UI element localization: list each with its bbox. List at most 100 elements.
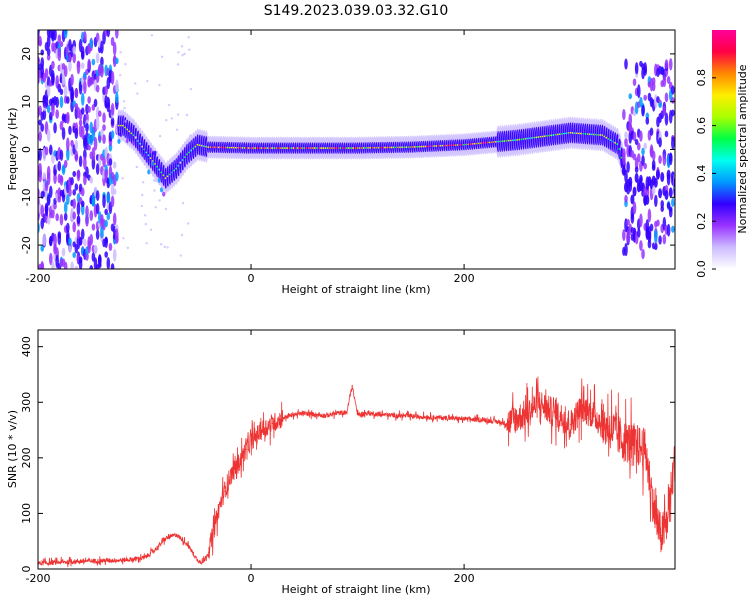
- spectrogram-cell: [76, 60, 81, 69]
- spectrogram-cell: [176, 113, 180, 116]
- snr-data-point: [229, 476, 231, 478]
- spectrogram-cell: [110, 130, 115, 140]
- spectrogram-cell: [40, 262, 45, 269]
- spectrogram-cell: [641, 155, 645, 167]
- spectrogram-cell: [126, 117, 129, 121]
- spectrogram-cell: [624, 131, 628, 139]
- spectrogram-x-ticks: -200 0 200: [26, 30, 475, 285]
- spectrogram-cell: [108, 158, 113, 167]
- spectrogram-cell: [46, 35, 51, 49]
- figure-title: S149.2023.039.03.32.G10: [264, 3, 449, 19]
- colorbar-tick-label: 0.4: [695, 165, 708, 183]
- spectrogram-cell: [140, 204, 143, 208]
- snr-data-point: [175, 533, 178, 536]
- snr-data-point: [649, 485, 652, 487]
- spectrogram-cell: [72, 221, 77, 233]
- colorbar-ticks: 0.0 0.2 0.4 0.6 0.8: [695, 69, 716, 278]
- spectrogram-cell: [123, 106, 126, 110]
- spectrogram-cell: [622, 229, 626, 242]
- spectrogram-cell: [632, 201, 637, 215]
- spectrogram-cell: [95, 106, 100, 120]
- snr-x-ticks: -200 0 200: [26, 330, 475, 585]
- snr-x-label: Height of straight line (km): [281, 583, 430, 596]
- spectrogram-cell: [662, 153, 667, 166]
- spectrogram-cell: [146, 79, 149, 83]
- spectrogram-cell: [100, 65, 104, 74]
- spectrogram-cell: [93, 136, 98, 151]
- snr-y-ticks: 0 100 200 300 400: [20, 336, 675, 573]
- spectrogram-cell: [87, 144, 91, 151]
- spectrogram-cell: [76, 201, 81, 216]
- snr-data-point: [154, 548, 156, 551]
- spectrogram-cell: [95, 163, 100, 175]
- spectrogram-cell: [80, 92, 85, 106]
- spectrogram-cell: [662, 75, 667, 88]
- spectrogram-cell: [74, 139, 79, 151]
- spectrogram-cell: [158, 199, 161, 202]
- spectrogram-cell: [187, 36, 190, 39]
- spectrogram-cell: [59, 149, 64, 161]
- spectrogram-cell: [97, 110, 102, 117]
- snr-data-point: [207, 551, 210, 553]
- spectrogram-cell: [186, 222, 190, 225]
- snr-data-point: [213, 529, 215, 531]
- snr-data-point: [261, 429, 263, 431]
- snr-data-point: [612, 429, 614, 431]
- spectrogram-cell: [51, 102, 55, 117]
- snr-data-point: [250, 440, 252, 442]
- spectrogram-cell: [93, 98, 98, 108]
- spectrogram-cell: [180, 233, 184, 237]
- spectrogram-cell: [658, 188, 663, 199]
- snr-data-point: [506, 422, 508, 424]
- spectrogram-y-tick-label: 0: [20, 146, 33, 153]
- spectrogram-cell: [104, 168, 108, 180]
- spectrogram-cell: [95, 229, 100, 240]
- spectrogram-cell: [158, 134, 162, 138]
- colorbar: 0.0 0.2 0.4 0.6 0.8 Normalized spectral ampl…: [695, 30, 749, 278]
- snr-data-point: [202, 561, 204, 563]
- spectrogram-cell: [643, 94, 647, 101]
- snr-data-point: [399, 414, 401, 417]
- spectrogram-cell: [106, 102, 111, 113]
- spectrogram-cell: [119, 73, 122, 77]
- spectrogram-cell: [115, 57, 119, 65]
- spectrogram-cell: [179, 254, 182, 257]
- snr-data-point: [234, 468, 236, 470]
- spectrogram-cell: [664, 92, 669, 103]
- spectrogram-cell: [87, 105, 91, 113]
- spectrogram-cell: [40, 245, 45, 252]
- spectrogram-cell: [651, 186, 656, 196]
- snr-data-point: [58, 561, 60, 563]
- snr-data-point: [122, 559, 124, 561]
- spectrogram-cell: [622, 152, 626, 166]
- spectrogram-cell: [66, 147, 70, 161]
- spectrogram-cell: [167, 103, 171, 107]
- spectrogram-cell: [57, 34, 62, 44]
- spectrogram-cell: [653, 177, 658, 188]
- spectrogram-cell: [83, 238, 87, 247]
- spectrogram-cell: [162, 191, 166, 197]
- spectrogram-cell: [122, 100, 126, 103]
- spectrogram-cell: [668, 152, 673, 166]
- spectrogram-cell: [658, 101, 662, 108]
- snr-data-point: [559, 415, 561, 417]
- snr-data-point: [143, 557, 146, 559]
- spectrogram-cell: [89, 233, 94, 246]
- snr-data-point: [420, 416, 423, 418]
- spectrogram-cell: [645, 117, 650, 125]
- spectrogram-cell: [68, 187, 72, 197]
- spectrogram-cell: [95, 202, 100, 215]
- spectrogram-cell: [46, 85, 51, 97]
- spectrogram-cell: [634, 166, 639, 174]
- spectrogram-cell: [100, 40, 104, 54]
- spectrogram-cell: [74, 265, 79, 269]
- spectrogram-cell: [70, 88, 74, 102]
- spectrogram-cell: [53, 172, 57, 185]
- spectrogram-cell: [651, 159, 656, 169]
- spectrogram-cell: [80, 107, 85, 115]
- spectrogram-cell: [53, 233, 57, 248]
- snr-data-point: [580, 407, 582, 409]
- spectrogram-cell: [119, 51, 122, 54]
- spectrogram-cell: [189, 134, 192, 137]
- spectrogram-cell: [100, 129, 104, 137]
